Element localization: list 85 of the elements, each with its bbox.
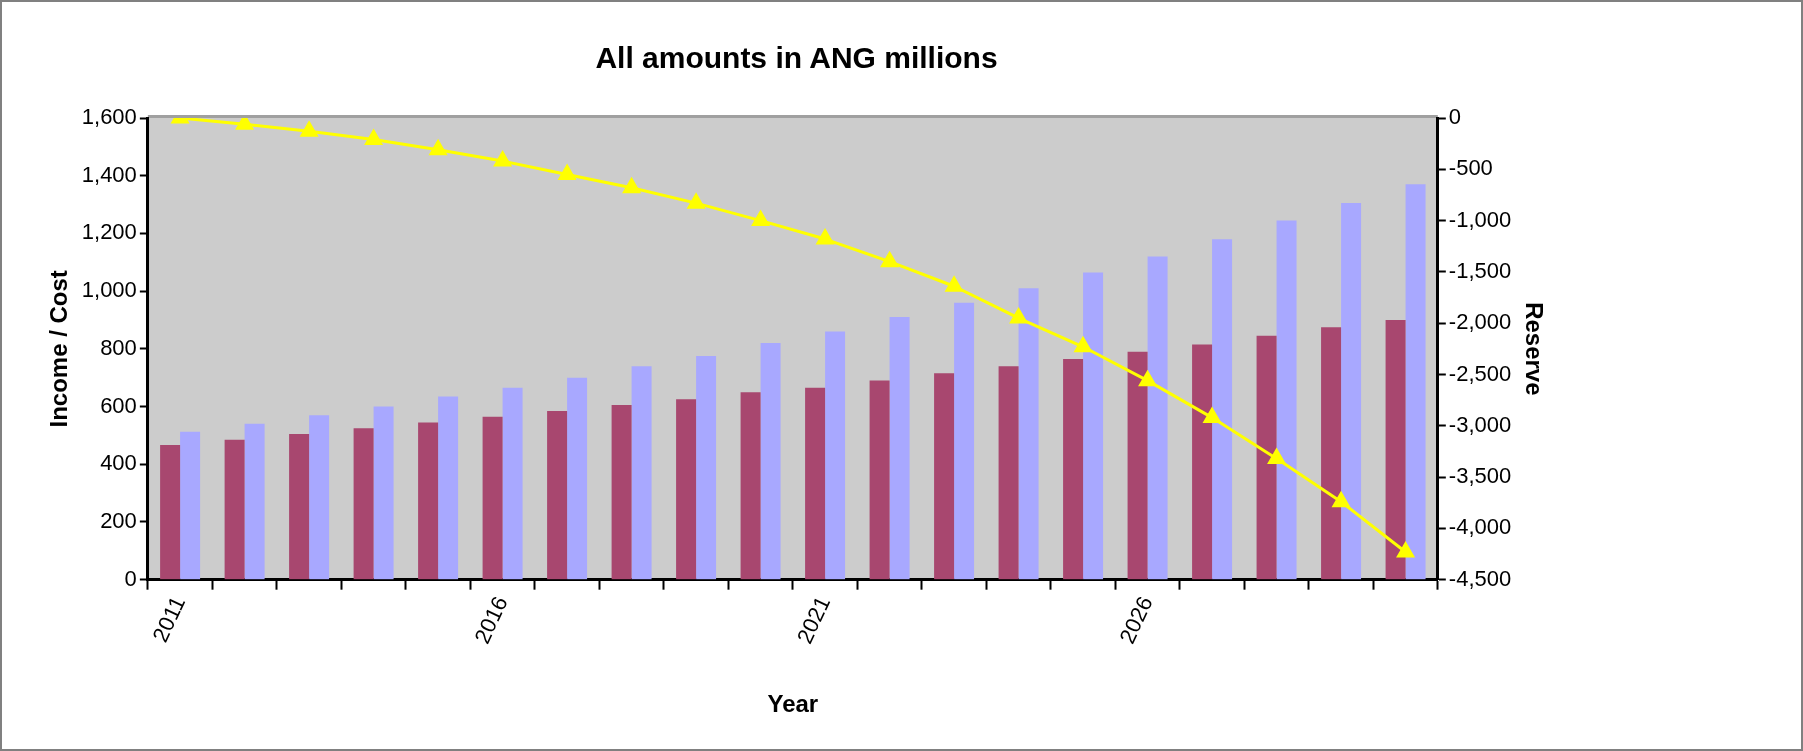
bar — [676, 399, 697, 580]
bar — [353, 428, 374, 580]
bar — [1276, 220, 1297, 580]
y-tick-label: 1,000 — [81, 277, 137, 303]
point — [687, 193, 705, 209]
point — [881, 252, 899, 268]
bar — [224, 439, 245, 580]
x-tick-label: 2016 — [469, 592, 513, 648]
y2-tick-label: -1,000 — [1448, 206, 1512, 232]
bar — [954, 302, 975, 580]
y-tick-label: 0 — [124, 565, 137, 591]
bar — [160, 444, 181, 580]
bar — [289, 433, 310, 580]
point — [1397, 542, 1414, 558]
y-tick-label: 200 — [100, 508, 137, 534]
bar — [869, 380, 890, 580]
bar — [567, 377, 588, 580]
point — [558, 164, 576, 180]
point — [365, 130, 383, 146]
y-tick-label: 1,400 — [81, 161, 137, 187]
y2-tick-label: -4,000 — [1448, 514, 1512, 540]
x-tick-label: 2026 — [1114, 592, 1158, 648]
bar — [1385, 319, 1406, 580]
y-tick-label: 800 — [100, 334, 137, 360]
point — [494, 151, 512, 167]
y2-tick-label: 0 — [1448, 104, 1462, 130]
y2-tick-label: -2,000 — [1448, 309, 1512, 335]
bar — [1212, 239, 1233, 580]
point — [945, 276, 963, 292]
bar — [611, 405, 632, 580]
point — [429, 140, 447, 156]
y2-axis-title: Reserve — [1520, 302, 1548, 396]
bar — [482, 416, 503, 580]
y-tick-label: 1,200 — [81, 219, 137, 245]
bar — [418, 422, 439, 580]
y-axis-title: Income / Cost — [45, 270, 73, 428]
y-tick-label: 1,600 — [81, 104, 137, 130]
y2-tick-label: -500 — [1448, 155, 1493, 181]
bar — [244, 423, 265, 580]
bar — [696, 356, 717, 580]
y2-tick-label: -3,500 — [1448, 463, 1512, 489]
bar — [438, 396, 459, 580]
y2-tick-label: -4,500 — [1448, 565, 1512, 591]
bar — [760, 343, 781, 580]
point — [1010, 308, 1028, 324]
point — [1332, 492, 1350, 508]
bar — [1405, 184, 1426, 580]
bar — [547, 410, 568, 580]
x-tick-label: 2011 — [147, 592, 191, 646]
x-axis-title: Year — [767, 690, 819, 718]
y2-tick-label: -3,000 — [1448, 411, 1512, 437]
point — [1139, 371, 1157, 387]
bar — [373, 406, 394, 580]
bar — [1083, 272, 1104, 580]
bar — [1321, 327, 1342, 580]
point — [623, 178, 641, 194]
y-tick-label: 400 — [100, 450, 137, 476]
bar — [1147, 256, 1168, 580]
bar — [740, 392, 761, 580]
bar — [1127, 351, 1148, 580]
x-tick-label: 2021 — [791, 592, 836, 648]
bar — [1192, 344, 1213, 580]
point — [1074, 337, 1092, 353]
point — [752, 211, 770, 227]
y2-tick-label: -2,500 — [1448, 360, 1512, 386]
point — [1268, 449, 1285, 465]
bar — [1341, 203, 1362, 580]
bar — [934, 373, 955, 580]
y-tick-label: 600 — [100, 392, 137, 418]
bar — [502, 387, 523, 580]
bar — [1256, 335, 1277, 580]
point — [1203, 408, 1221, 424]
chart-title: All amounts in ANG millions — [595, 41, 998, 75]
bar — [309, 415, 330, 580]
bar — [631, 366, 652, 580]
point — [816, 229, 834, 245]
point — [300, 121, 318, 137]
bar — [1063, 358, 1084, 580]
bar — [825, 331, 846, 580]
bar — [998, 366, 1019, 580]
y2-tick-label: -1,500 — [1448, 257, 1512, 283]
bar — [889, 317, 910, 580]
bar — [180, 431, 201, 580]
bar — [805, 387, 826, 580]
bar — [1018, 288, 1039, 580]
